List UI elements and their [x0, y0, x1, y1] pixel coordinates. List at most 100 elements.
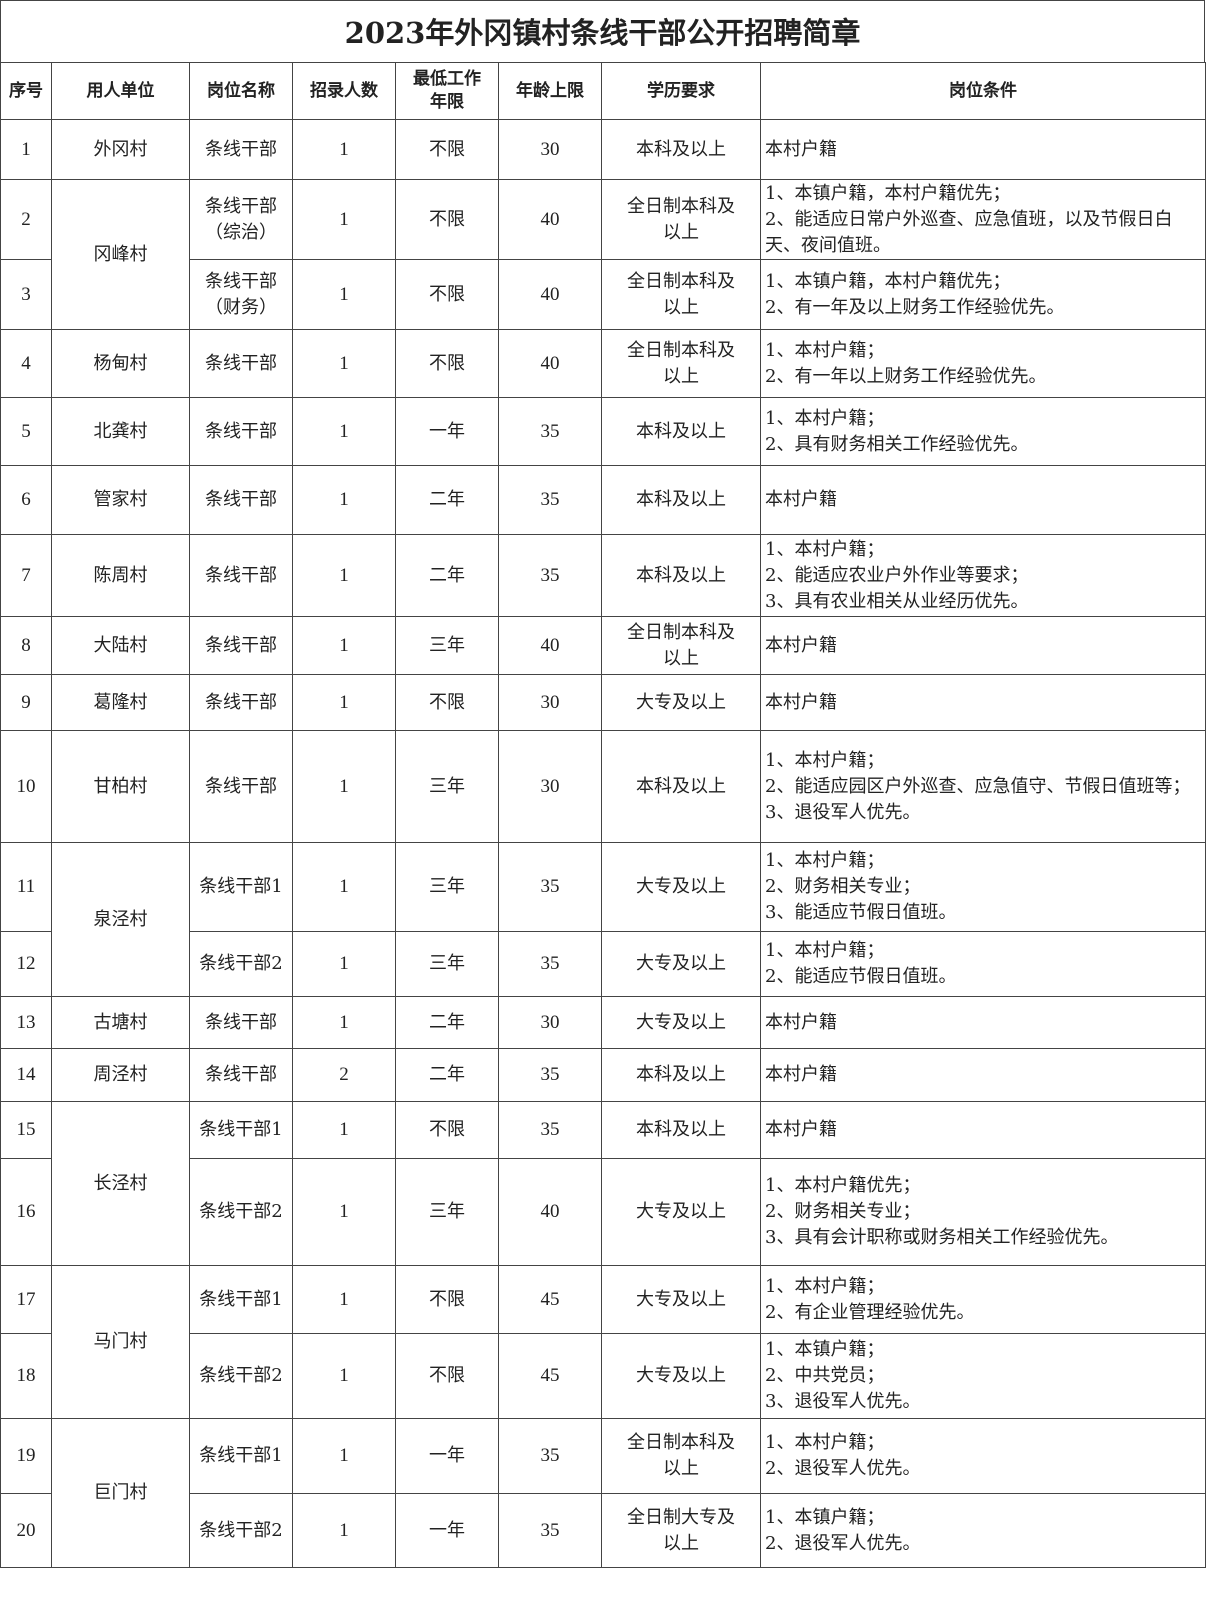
education-requirement: 大专及以上 [601, 1333, 761, 1419]
position-conditions: 1、本村户籍； 2、有一年以上财务工作经验优先。 [760, 329, 1206, 398]
min-work-years: 三年 [395, 842, 499, 932]
header-conditions: 岗位条件 [760, 62, 1206, 120]
min-work-years: 不限 [395, 259, 499, 330]
condition-line: 2、有一年及以上财务工作经验优先。 [765, 296, 1065, 318]
education-requirement: 大专及以上 [601, 674, 761, 731]
position-conditions: 1、本镇户籍，本村户籍优先； 2、有一年及以上财务工作经验优先。 [760, 259, 1206, 330]
age-limit: 35 [498, 1418, 602, 1494]
min-work-years: 三年 [395, 616, 499, 675]
age-limit: 30 [498, 730, 602, 843]
position-conditions: 本村户籍 [760, 616, 1206, 675]
age-limit: 35 [498, 534, 602, 617]
condition-line: 1、本村户籍； [765, 538, 885, 560]
row-number: 12 [0, 931, 52, 997]
condition-line: 1、本镇户籍； [765, 1339, 885, 1360]
condition-line: 2、能适应园区户外巡查、应急值守、节假日值班等； [765, 775, 1191, 797]
min-work-years: 一年 [395, 1418, 499, 1494]
position-conditions: 本村户籍 [760, 996, 1206, 1049]
age-limit: 40 [498, 179, 602, 260]
min-work-years: 不限 [395, 1333, 499, 1419]
header-age: 年龄上限 [498, 62, 602, 120]
header-no: 序号 [0, 62, 52, 120]
position-name: 条线干部2 [189, 931, 293, 997]
position-name: 条线干部 [189, 119, 293, 180]
position-name: 条线干部 [189, 397, 293, 466]
table-row: 4 杨甸村 条线干部 1 不限 40 全日制本科及以上 1、本村户籍； 2、有一年以上财务工作经… [0, 329, 1206, 398]
condition-line: 本村户籍 [765, 138, 837, 160]
table-row: 17 马门村 条线干部1 1 不限 45 大专及以上 1、本村户籍； 2、有企业管理经验优先。 [0, 1265, 1206, 1419]
condition-line: 本村户籍 [765, 1011, 837, 1033]
condition-line: 本村户籍 [765, 1119, 837, 1140]
row-number: 2 [0, 179, 52, 260]
min-work-years: 二年 [395, 996, 499, 1049]
hiring-count: 1 [292, 616, 396, 675]
position-conditions: 1、本村户籍； 2、退役军人优先。 [760, 1418, 1206, 1494]
condition-line: 1、本村户籍； [765, 1275, 885, 1297]
hiring-count: 1 [292, 674, 396, 731]
min-work-years: 不限 [395, 1265, 499, 1334]
row-number: 5 [0, 397, 52, 466]
position-name: 条线干部 [189, 465, 293, 535]
table-row: 5 北龚村 条线干部 1 一年 35 本科及以上 1、本村户籍； 2、具有财务相关工作经验优先。 [0, 397, 1206, 466]
education-requirement: 全日制本科及以上 [601, 259, 761, 330]
header-years: 最低工作年限 [395, 62, 499, 120]
table-row: 18 条线干部2 1 不限 45 大专及以上 1、本镇户籍； 2、中共党员； 3、退役军人优先。 [0, 1333, 1206, 1419]
row-number: 8 [0, 616, 52, 675]
hiring-count: 1 [292, 842, 396, 932]
employer-unit: 马门村 [51, 1265, 190, 1419]
position-name: 条线干部2 [189, 1333, 293, 1419]
document-title: 2023年外冈镇村条线干部公开招聘简章 [0, 0, 1205, 62]
position-conditions: 1、本村户籍优先； 2、财务相关专业； 3、具有会计职称或财务相关工作经验优先。 [760, 1158, 1206, 1266]
row-number: 14 [0, 1048, 52, 1102]
condition-line: 2、退役军人优先。 [765, 1532, 921, 1554]
hiring-count: 1 [292, 397, 396, 466]
position-conditions: 1、本镇户籍； 2、退役军人优先。 [760, 1493, 1206, 1568]
min-work-years: 二年 [395, 1048, 499, 1102]
condition-line: 1、本镇户籍，本村户籍优先； [765, 270, 1011, 292]
header-education: 学历要求 [601, 62, 761, 120]
table-row: 10 甘柏村 条线干部 1 三年 30 本科及以上 1、本村户籍； 2、能适应园区户外巡查、应急… [0, 730, 1206, 843]
education-requirement: 全日制大专及以上 [601, 1493, 761, 1568]
education-requirement: 大专及以上 [601, 996, 761, 1049]
row-number: 9 [0, 674, 52, 731]
table-row: 19 巨门村 条线干部1 1 一年 35 全日制本科及以上 1、本村户籍； 2、退役军人优先。 [0, 1418, 1206, 1568]
age-limit: 35 [498, 1101, 602, 1159]
condition-line: 本村户籍 [765, 1064, 837, 1085]
condition-line: 2、财务相关专业； [765, 1201, 921, 1222]
table-row: 13 古塘村 条线干部 1 二年 30 大专及以上 本村户籍 [0, 996, 1206, 1049]
position-name: 条线干部 [189, 996, 293, 1049]
education-requirement: 大专及以上 [601, 842, 761, 932]
hiring-count: 1 [292, 1418, 396, 1494]
age-limit: 40 [498, 259, 602, 330]
min-work-years: 一年 [395, 397, 499, 466]
age-limit: 40 [498, 616, 602, 675]
condition-line: 1、本村户籍； [765, 339, 885, 361]
hiring-count: 1 [292, 1265, 396, 1334]
hiring-count: 1 [292, 179, 396, 260]
age-limit: 35 [498, 842, 602, 932]
position-conditions: 1、本村户籍； 2、能适应节假日值班。 [760, 931, 1206, 997]
header-unit: 用人单位 [51, 62, 190, 120]
table-row: 7 陈周村 条线干部 1 二年 35 本科及以上 1、本村户籍； 2、能适应农业户外作业等要求；… [0, 534, 1206, 617]
row-number: 10 [0, 730, 52, 843]
age-limit: 35 [498, 1048, 602, 1102]
row-number: 7 [0, 534, 52, 617]
condition-line: 2、财务相关专业； [765, 876, 921, 897]
employer-unit: 巨门村 [51, 1418, 190, 1568]
position-conditions: 本村户籍 [760, 119, 1206, 180]
position-conditions: 1、本村户籍； 2、能适应农业户外作业等要求； 3、具有农业相关从业经历优先。 [760, 534, 1206, 617]
min-work-years: 一年 [395, 1493, 499, 1568]
condition-line: 3、能适应节假日值班。 [765, 902, 957, 923]
education-requirement: 大专及以上 [601, 1265, 761, 1334]
position-name: 条线干部 [189, 534, 293, 617]
min-work-years: 不限 [395, 329, 499, 398]
condition-line: 1、本村户籍； [765, 749, 885, 771]
position-name: 条线干部2 [189, 1158, 293, 1266]
condition-line: 本村户籍 [765, 489, 837, 510]
age-limit: 30 [498, 996, 602, 1049]
age-limit: 30 [498, 674, 602, 731]
condition-line: 1、本村户籍； [765, 1432, 885, 1453]
row-number: 15 [0, 1101, 52, 1159]
hiring-count: 1 [292, 996, 396, 1049]
table-row: 15 长泾村 条线干部1 1 不限 35 本科及以上 本村户籍 [0, 1101, 1206, 1266]
